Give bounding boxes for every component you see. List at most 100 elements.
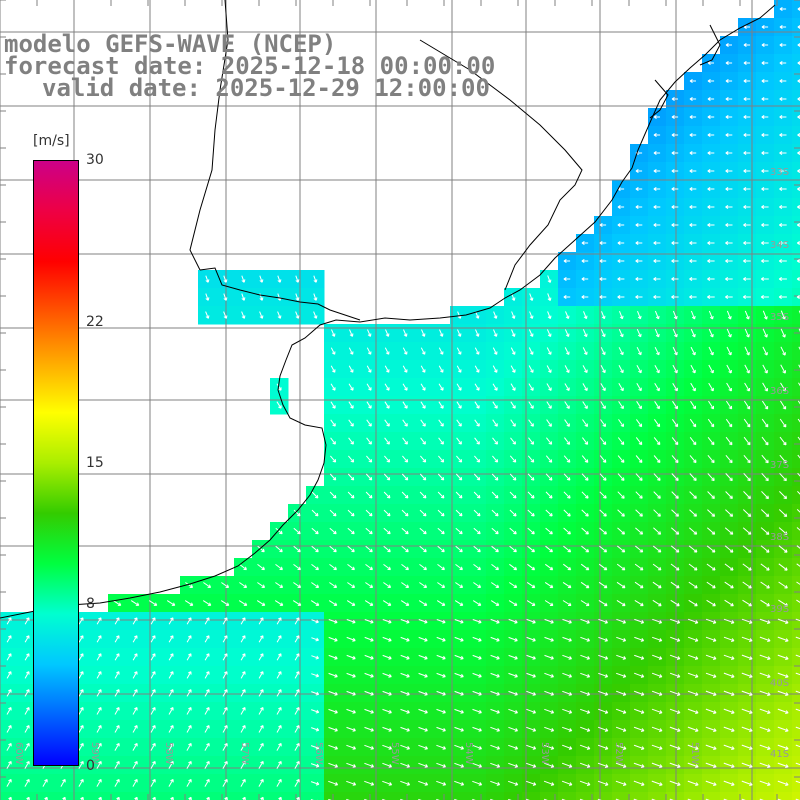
wind-arrow — [241, 293, 246, 301]
wind-arrow — [635, 527, 644, 535]
wind-arrow — [365, 527, 373, 535]
wind-arrow — [761, 436, 769, 446]
wind-arrow — [761, 258, 769, 264]
wind-arrow — [651, 708, 663, 714]
wind-arrow — [401, 545, 409, 553]
wind-arrow — [527, 455, 535, 463]
wind-arrow — [366, 383, 372, 391]
wind-arrow — [364, 762, 374, 768]
wind-arrow — [689, 473, 697, 481]
wind-arrow — [777, 618, 789, 624]
wind-arrow — [436, 744, 446, 750]
wind-arrow — [114, 617, 120, 625]
wind-arrow — [617, 294, 625, 300]
wind-speed-cell — [792, 792, 800, 800]
wind-arrow — [725, 400, 733, 410]
wind-speed-cell — [216, 792, 235, 800]
wind-arrow — [562, 563, 572, 571]
wind-arrow — [744, 346, 750, 356]
wind-arrow — [526, 726, 537, 732]
wind-arrow — [60, 778, 66, 787]
wind-arrow — [651, 744, 663, 750]
wind-arrow — [78, 725, 84, 733]
wind-arrow — [564, 329, 570, 338]
wind-arrow — [544, 708, 555, 714]
wind-arrow — [205, 293, 210, 301]
wind-arrow — [544, 762, 555, 768]
wind-arrow — [96, 671, 102, 679]
wind-arrow — [743, 24, 750, 30]
wind-arrow — [726, 310, 732, 320]
wind-arrow — [671, 132, 679, 138]
wind-arrow — [670, 581, 680, 589]
wind-arrow — [6, 617, 12, 625]
wind-arrow — [240, 725, 246, 733]
wind-arrow — [777, 690, 789, 696]
wind-arrow — [581, 294, 589, 300]
wind-arrow — [546, 329, 552, 338]
wind-arrow — [761, 454, 769, 464]
colorbar-unit: [m/s] — [33, 133, 70, 149]
wind-arrow — [671, 509, 679, 517]
wind-arrow — [726, 328, 732, 338]
wind-arrow — [418, 762, 428, 768]
wind-arrow — [295, 293, 300, 301]
wind-arrow — [669, 726, 681, 732]
wind-arrow — [258, 617, 264, 625]
wind-speed-cell — [234, 792, 253, 800]
wind-arrow — [759, 780, 771, 786]
lat-label: 35S — [770, 312, 789, 323]
wind-arrow — [706, 563, 716, 571]
wind-arrow — [329, 491, 337, 499]
wind-arrow — [346, 762, 356, 768]
wind-arrow — [547, 293, 552, 301]
wind-arrow — [6, 707, 12, 715]
wind-arrow — [295, 311, 300, 319]
wind-arrow — [454, 780, 465, 786]
wind-arrow — [653, 132, 661, 138]
wind-arrow — [223, 293, 228, 301]
wind-arrow — [509, 563, 518, 571]
wind-arrow — [293, 527, 301, 535]
wind-arrow — [474, 455, 481, 463]
wind-arrow — [472, 744, 482, 750]
wind-arrow — [203, 582, 212, 588]
wind-arrow — [132, 760, 138, 769]
wind-speed-cell — [594, 792, 613, 800]
wind-arrow — [725, 454, 733, 464]
wind-speed-cell — [702, 792, 721, 800]
wind-arrow — [689, 132, 697, 138]
wind-arrow — [725, 96, 733, 102]
wind-arrow — [671, 276, 679, 282]
wind-arrow — [382, 690, 392, 696]
wind-arrow — [293, 582, 302, 588]
wind-arrow — [527, 545, 535, 553]
wind-arrow — [276, 707, 282, 715]
wind-speed-cell — [198, 792, 217, 800]
wind-arrow — [365, 491, 373, 499]
wind-arrow — [618, 383, 624, 392]
wind-arrow — [581, 473, 589, 481]
wind-arrow — [366, 437, 372, 445]
wind-arrow — [795, 690, 800, 694]
wind-arrow — [204, 671, 210, 679]
wind-arrow — [132, 671, 138, 679]
wind-arrow — [438, 437, 444, 445]
wind-arrow — [744, 310, 750, 320]
wind-arrow — [564, 437, 571, 445]
wind-arrow — [347, 509, 355, 517]
wind-arrow — [615, 744, 627, 750]
wind-arrow — [598, 581, 608, 589]
wind-arrow — [168, 742, 174, 751]
wind-speed-cell — [792, 180, 800, 199]
wind-arrow — [616, 618, 626, 624]
wind-arrow — [726, 364, 732, 374]
wind-speed-cell — [432, 792, 451, 800]
colorbar-tick: 0 — [86, 758, 95, 774]
wind-speed-cell — [108, 792, 127, 800]
wind-arrow — [564, 365, 570, 374]
wind-arrow — [579, 780, 591, 786]
wind-arrow — [328, 636, 338, 642]
wind-arrow — [761, 42, 769, 48]
